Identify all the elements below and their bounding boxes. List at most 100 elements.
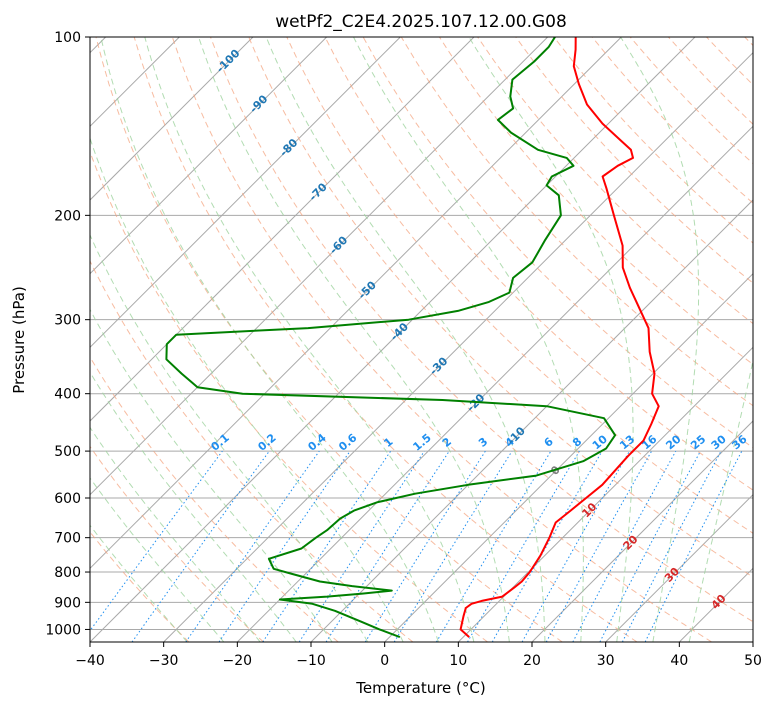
y-tick-label: 400: [54, 387, 81, 403]
mixing-ratio-label: 3: [476, 435, 490, 450]
y-tick-label: 200: [54, 208, 81, 224]
dry-adiabat: [706, 37, 753, 86]
temperature-profile: [459, 37, 660, 638]
y-axis-title: Pressure (hPa): [10, 286, 28, 394]
isotherm-label: -60: [327, 233, 350, 256]
y-axis: 1000 900 800 700 600 500 400 300 200 100: [45, 30, 90, 638]
mixing-ratio-label: 30: [709, 432, 729, 452]
mixing-ratio-line: [521, 450, 630, 642]
chart-title: wetPf2_C2E4.2025.107.12.00.G08: [275, 12, 567, 32]
y-tick-label: 600: [54, 491, 81, 507]
isotherm-label: 30: [662, 565, 682, 585]
isotherm-line: [605, 493, 753, 642]
moist-adiabat: [90, 371, 297, 642]
x-tick-label: −40: [75, 653, 105, 669]
mixing-ratio-label: 1.5: [411, 431, 434, 453]
isotherm-label: -50: [356, 278, 379, 301]
isotherm-line: [236, 125, 753, 642]
isotherm-line: [90, 37, 254, 201]
dry-adiabat: [133, 37, 638, 642]
mixing-ratio-label: 0.2: [255, 431, 278, 453]
isotherm-line: [752, 641, 753, 642]
mixing-ratio-line: [393, 450, 513, 642]
mixing-ratio-line: [644, 450, 743, 642]
isotherm-label: 40: [709, 592, 729, 612]
mixing-ratio-line: [218, 450, 351, 642]
isotherm-line: [90, 37, 549, 496]
mixing-ratio-label: 10: [590, 432, 610, 452]
mixing-ratio-line: [185, 450, 320, 642]
mixing-ratio-label: 20: [664, 432, 684, 452]
isotherm-line: [384, 272, 753, 642]
mixing-ratio-label: 0.1: [209, 431, 232, 453]
isotherm-line: [531, 420, 753, 642]
moist-adiabat: [468, 37, 634, 642]
x-tick-label: 20: [523, 653, 541, 669]
isotherm-line: [163, 51, 753, 642]
dewpoint-profile: [165, 37, 617, 639]
dry-adiabat: [553, 37, 753, 244]
dry-adiabat: [90, 150, 488, 642]
moist-adiabat: [100, 37, 439, 642]
grid-layer: [90, 37, 753, 642]
x-tick-label: −10: [296, 653, 326, 669]
x-tick-label: 10: [449, 653, 467, 669]
dry-adiabat: [171, 37, 712, 642]
mixing-ratio-line: [364, 450, 486, 642]
dry-adiabat: [248, 37, 753, 578]
mixing-ratio-line: [599, 450, 701, 642]
mixing-ratio-line: [325, 450, 450, 642]
mixing-ratio-label: 6: [542, 435, 556, 450]
x-tick-label: −20: [223, 653, 253, 669]
dry-adiabat: [668, 37, 753, 125]
y-tick-label: 900: [54, 595, 81, 611]
dry-adiabat: [286, 37, 753, 534]
dry-adiabat: [90, 531, 190, 642]
isotherm-line: [90, 37, 622, 570]
mixing-ratio-line: [572, 450, 677, 642]
x-axis: −40 −30 −20 −10 0 10 20 30 40 50: [75, 642, 762, 669]
y-tick-label: 500: [54, 444, 81, 460]
y-tick-label: 700: [54, 531, 81, 547]
moist-adiabat: [265, 37, 546, 642]
y-tick-label: 800: [54, 565, 81, 581]
moist-adiabat: [90, 308, 333, 642]
mixing-ratio-label: 1: [381, 435, 395, 450]
moist-adiabat: [198, 37, 510, 642]
isotherm-line: [457, 346, 753, 642]
mixing-ratio-label: 25: [688, 433, 708, 453]
isotherm-line: [678, 567, 753, 642]
dry-adiabat: [90, 356, 339, 642]
moist-adiabat: [144, 37, 475, 642]
moist-adiabat: [90, 477, 225, 642]
mixing-ratio-line: [90, 450, 223, 632]
isotherm-line: [90, 37, 475, 422]
mixing-ratio-line: [262, 450, 392, 642]
isotherm-line: [90, 37, 401, 349]
dry-adiabat: [95, 37, 563, 642]
dry-adiabat: [515, 37, 753, 284]
x-tick-label: 40: [670, 653, 688, 669]
mixing-ratio-label: 8: [570, 435, 584, 450]
y-tick-label: 100: [54, 30, 81, 46]
mixing-ratio-line: [298, 450, 425, 642]
mixing-ratio-label: 0.6: [336, 431, 360, 454]
dry-adiabat: [210, 37, 753, 623]
x-tick-label: 50: [744, 653, 762, 669]
moist-adiabat: [688, 358, 753, 642]
moist-adiabat: [620, 37, 700, 642]
plot-frame: [89, 36, 754, 643]
isotherm-line: [90, 37, 696, 642]
x-tick-label: 0: [380, 653, 389, 669]
isotherm-label: -80: [277, 136, 300, 159]
x-tick-label: 30: [597, 653, 615, 669]
x-axis-title: Temperature (°C): [355, 679, 485, 697]
dry-adiabat: [744, 37, 753, 47]
series-layer: [165, 37, 660, 639]
isotherm-line: [90, 37, 328, 275]
moist-adiabat: [90, 426, 261, 642]
moist-adiabat: [90, 233, 369, 642]
mixing-ratio-line: [435, 450, 552, 642]
